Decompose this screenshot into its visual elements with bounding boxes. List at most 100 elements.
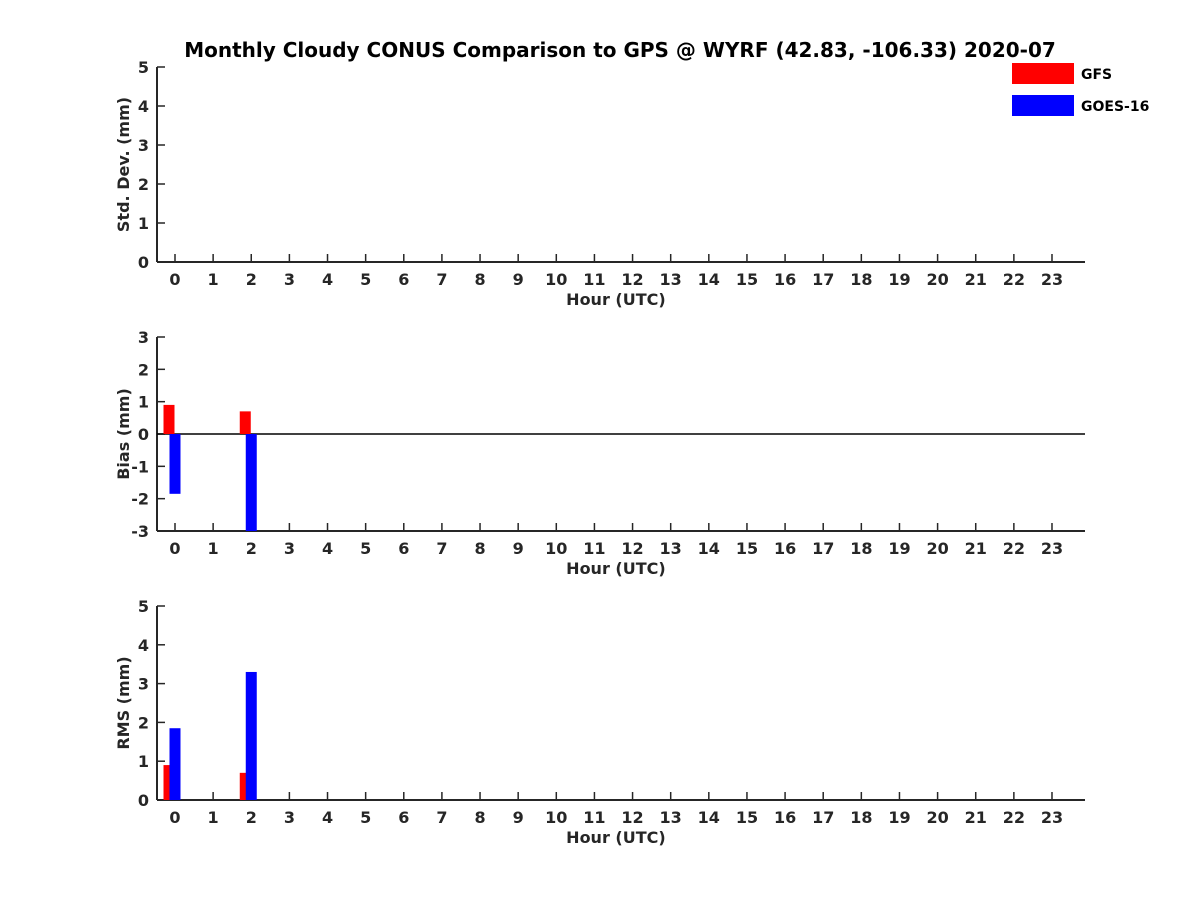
y-tick-label: -3 bbox=[131, 522, 149, 541]
y-tick-label: 1 bbox=[138, 214, 149, 233]
x-tick-label: 20 bbox=[926, 539, 948, 558]
y-tick-label: 4 bbox=[138, 97, 149, 116]
y-tick-label: 0 bbox=[138, 253, 149, 272]
x-tick-label: 3 bbox=[284, 539, 295, 558]
x-tick-label: 17 bbox=[812, 270, 834, 289]
x-tick-label: 7 bbox=[436, 808, 447, 827]
x-tick-label: 8 bbox=[474, 808, 485, 827]
x-tick-label: 22 bbox=[1003, 270, 1025, 289]
x-tick-label: 16 bbox=[774, 808, 796, 827]
x-tick-label: 8 bbox=[474, 539, 485, 558]
bar-goes-16-hour-0 bbox=[169, 434, 181, 494]
y-tick-label: 5 bbox=[138, 58, 149, 77]
x-tick-label: 2 bbox=[246, 808, 257, 827]
y-tick-label: 3 bbox=[138, 328, 149, 347]
x-tick-label: 14 bbox=[698, 808, 720, 827]
y-tick-label: 0 bbox=[138, 791, 149, 810]
x-tick-label: 15 bbox=[736, 270, 758, 289]
bar-gfs-hour-2 bbox=[239, 772, 251, 800]
y-tick-label: 2 bbox=[138, 360, 149, 379]
y-tick-label: 0 bbox=[138, 425, 149, 444]
legend-label: GOES-16 bbox=[1081, 99, 1149, 115]
y-tick-label: 3 bbox=[138, 136, 149, 155]
x-tick-label: 21 bbox=[965, 270, 987, 289]
y-tick-label: -2 bbox=[131, 490, 149, 509]
x-tick-label: 0 bbox=[169, 808, 180, 827]
y-tick-label: -1 bbox=[131, 457, 149, 476]
x-tick-label: 12 bbox=[621, 808, 643, 827]
x-tick-label: 0 bbox=[169, 539, 180, 558]
legend-swatch-goes-16 bbox=[1012, 95, 1074, 116]
x-tick-label: 15 bbox=[736, 539, 758, 558]
x-tick-label: 1 bbox=[208, 270, 219, 289]
x-tick-label: 11 bbox=[583, 270, 605, 289]
x-tick-label: 19 bbox=[888, 808, 910, 827]
x-tick-label: 10 bbox=[545, 270, 567, 289]
x-tick-label: 18 bbox=[850, 270, 872, 289]
y-tick-label: 1 bbox=[138, 393, 149, 412]
bar-gfs-hour-0 bbox=[163, 404, 175, 434]
y-tick-label: 3 bbox=[138, 675, 149, 694]
legend-label: GFS bbox=[1081, 67, 1112, 83]
y-axis-label: Bias (mm) bbox=[114, 388, 133, 480]
x-tick-label: 8 bbox=[474, 270, 485, 289]
x-tick-label: 13 bbox=[660, 539, 682, 558]
x-tick-label: 13 bbox=[660, 270, 682, 289]
x-tick-label: 6 bbox=[398, 808, 409, 827]
x-tick-label: 5 bbox=[360, 539, 371, 558]
x-tick-label: 22 bbox=[1003, 539, 1025, 558]
x-tick-label: 7 bbox=[436, 270, 447, 289]
x-tick-label: 19 bbox=[888, 270, 910, 289]
y-tick-label: 1 bbox=[138, 752, 149, 771]
x-tick-label: 17 bbox=[812, 539, 834, 558]
x-tick-label: 13 bbox=[660, 808, 682, 827]
x-tick-label: 5 bbox=[360, 808, 371, 827]
x-tick-label: 9 bbox=[513, 270, 524, 289]
x-axis-label: Hour (UTC) bbox=[566, 290, 666, 309]
x-tick-label: 1 bbox=[208, 808, 219, 827]
x-tick-label: 15 bbox=[736, 808, 758, 827]
x-tick-label: 17 bbox=[812, 808, 834, 827]
bar-gfs-hour-2 bbox=[239, 411, 251, 434]
x-tick-label: 4 bbox=[322, 808, 333, 827]
bar-goes-16-hour-2 bbox=[245, 434, 257, 531]
x-tick-label: 4 bbox=[322, 270, 333, 289]
x-tick-label: 2 bbox=[246, 270, 257, 289]
x-tick-label: 19 bbox=[888, 539, 910, 558]
x-tick-label: 0 bbox=[169, 270, 180, 289]
x-tick-label: 5 bbox=[360, 270, 371, 289]
x-tick-label: 20 bbox=[926, 808, 948, 827]
x-tick-label: 23 bbox=[1041, 808, 1063, 827]
x-tick-label: 9 bbox=[513, 539, 524, 558]
x-tick-label: 1 bbox=[208, 539, 219, 558]
x-tick-label: 22 bbox=[1003, 808, 1025, 827]
x-axis-label: Hour (UTC) bbox=[566, 828, 666, 847]
x-tick-label: 11 bbox=[583, 808, 605, 827]
y-axis-label: Std. Dev. (mm) bbox=[114, 97, 133, 232]
x-tick-label: 18 bbox=[850, 808, 872, 827]
x-tick-label: 2 bbox=[246, 539, 257, 558]
y-tick-label: 2 bbox=[138, 175, 149, 194]
x-tick-label: 3 bbox=[284, 808, 295, 827]
x-tick-label: 12 bbox=[621, 270, 643, 289]
y-tick-label: 2 bbox=[138, 713, 149, 732]
bar-goes-16-hour-0 bbox=[169, 728, 181, 800]
x-tick-label: 14 bbox=[698, 270, 720, 289]
x-tick-label: 6 bbox=[398, 270, 409, 289]
x-tick-label: 21 bbox=[965, 539, 987, 558]
x-axis-label: Hour (UTC) bbox=[566, 559, 666, 578]
x-tick-label: 16 bbox=[774, 539, 796, 558]
x-tick-label: 4 bbox=[322, 539, 333, 558]
x-tick-label: 23 bbox=[1041, 270, 1063, 289]
y-tick-label: 4 bbox=[138, 636, 149, 655]
x-tick-label: 9 bbox=[513, 808, 524, 827]
x-tick-label: 10 bbox=[545, 808, 567, 827]
legend-swatch-gfs bbox=[1012, 63, 1074, 84]
bar-gfs-hour-0 bbox=[163, 765, 175, 800]
x-tick-label: 12 bbox=[621, 539, 643, 558]
x-tick-label: 20 bbox=[926, 270, 948, 289]
